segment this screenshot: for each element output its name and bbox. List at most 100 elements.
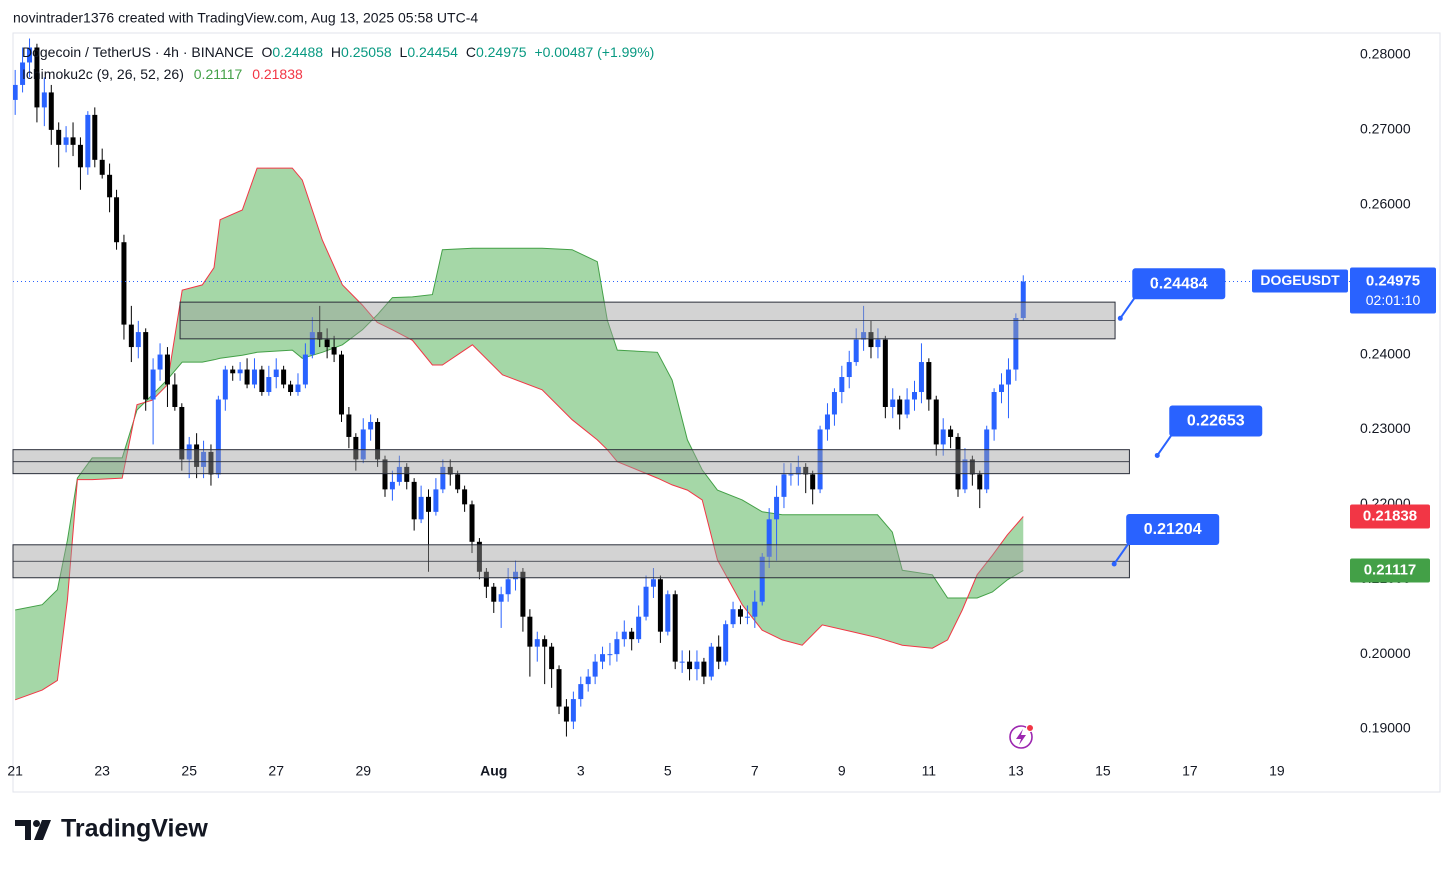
candle-body xyxy=(273,369,279,378)
candle-body xyxy=(556,669,562,707)
indicator-badge-label: 0.21838 xyxy=(1363,507,1417,524)
candle-body xyxy=(143,332,149,400)
attribution: novintrader1376 created with TradingView… xyxy=(13,10,478,26)
candle-body xyxy=(433,489,439,512)
candle-body xyxy=(222,369,228,400)
candle-body xyxy=(926,362,932,400)
plot-area xyxy=(13,38,1026,737)
ohlc-letter: H xyxy=(331,44,341,60)
candle-body xyxy=(737,609,743,617)
candle-body xyxy=(679,661,685,663)
callout-label: 0.22653 xyxy=(1187,413,1245,430)
alert-icon xyxy=(1009,724,1034,749)
candle-body xyxy=(549,646,555,670)
callout-box xyxy=(1169,405,1263,437)
x-tick-label: 21 xyxy=(7,763,23,779)
candle-body xyxy=(194,444,200,467)
candle-body xyxy=(868,332,874,348)
candle-body xyxy=(324,339,330,348)
candle-body xyxy=(962,459,968,490)
candle-body xyxy=(940,429,946,445)
candle-body xyxy=(592,661,598,677)
candle-body xyxy=(600,654,606,662)
candle-body xyxy=(694,661,700,670)
candle-body xyxy=(121,242,127,325)
candle-body xyxy=(1005,369,1011,385)
candle-body xyxy=(237,369,243,374)
candle-body xyxy=(230,369,236,374)
candle-body xyxy=(774,496,780,520)
candle-body xyxy=(179,406,185,460)
candle-body xyxy=(701,661,707,677)
candle-body xyxy=(418,496,424,520)
candle-body xyxy=(1020,281,1026,319)
candle-body xyxy=(491,586,497,602)
candle-body xyxy=(389,481,395,490)
x-tick-label: 29 xyxy=(355,763,371,779)
y-tick-label: 0.19000 xyxy=(1360,720,1411,736)
callout-box xyxy=(1132,268,1226,300)
candle-body xyxy=(302,354,308,385)
candle-body xyxy=(969,459,975,475)
y-tick-label: 0.24000 xyxy=(1360,345,1411,361)
candle-body xyxy=(244,369,250,385)
cloud-fill xyxy=(15,168,1024,700)
candle-body xyxy=(730,609,736,625)
candle-body xyxy=(984,429,990,490)
logo-text: TradingView xyxy=(61,815,208,843)
candle-body xyxy=(455,474,461,490)
candle-body xyxy=(186,444,192,460)
x-tick-label: 25 xyxy=(181,763,197,779)
candle-body xyxy=(27,47,33,63)
candle-body xyxy=(476,541,482,572)
callout-pointer xyxy=(1113,543,1130,565)
candle-body xyxy=(650,579,656,587)
close-value: 0.24975 xyxy=(476,44,527,60)
candle-body xyxy=(882,339,888,407)
candle-body xyxy=(991,392,997,430)
x-tick-label: 23 xyxy=(94,763,110,779)
candle-body xyxy=(34,47,40,108)
y-tick-label: 0.26000 xyxy=(1360,195,1411,211)
x-tick-label: 3 xyxy=(577,763,585,779)
candle-body xyxy=(788,474,794,476)
indicator-value: 0.21838 xyxy=(252,66,303,82)
candle-body xyxy=(201,451,207,467)
callout-box xyxy=(1126,513,1220,545)
candle-body xyxy=(208,451,214,475)
candle-body xyxy=(259,369,265,393)
indicator-value: 0.21117 xyxy=(194,66,243,82)
icon-bolt xyxy=(1016,729,1026,745)
candle-body xyxy=(977,474,983,490)
candle-body xyxy=(636,616,642,640)
candle-body xyxy=(875,339,881,348)
candle-body xyxy=(447,466,453,475)
cloud-line xyxy=(15,247,1024,611)
candle-body xyxy=(803,466,809,475)
ohlc-letter: C xyxy=(466,44,476,60)
candle-body xyxy=(810,474,816,490)
candle-body xyxy=(483,571,489,587)
candle-body xyxy=(135,332,141,348)
candle-body xyxy=(918,362,924,393)
candle-body xyxy=(317,332,323,340)
candle-body xyxy=(563,706,569,722)
symbol-label: DOGEUSDT xyxy=(1260,272,1340,288)
candle-body xyxy=(744,616,750,618)
candle-body xyxy=(13,84,18,100)
candle-body xyxy=(643,586,649,617)
open-value: 0.24488 xyxy=(272,44,323,60)
candle-body xyxy=(360,429,366,460)
candle-body xyxy=(846,362,852,378)
callout-label: 0.24484 xyxy=(1150,276,1208,293)
high-value: 0.25058 xyxy=(341,44,392,60)
candle-body xyxy=(281,369,287,385)
candle-body xyxy=(331,347,337,355)
candle-body xyxy=(469,504,475,542)
x-tick-label: 11 xyxy=(922,763,937,779)
logo-mark xyxy=(34,820,51,840)
y-tick-label: 0.20000 xyxy=(1360,645,1411,661)
chart-frame xyxy=(12,32,1441,793)
candle-body xyxy=(513,571,519,580)
